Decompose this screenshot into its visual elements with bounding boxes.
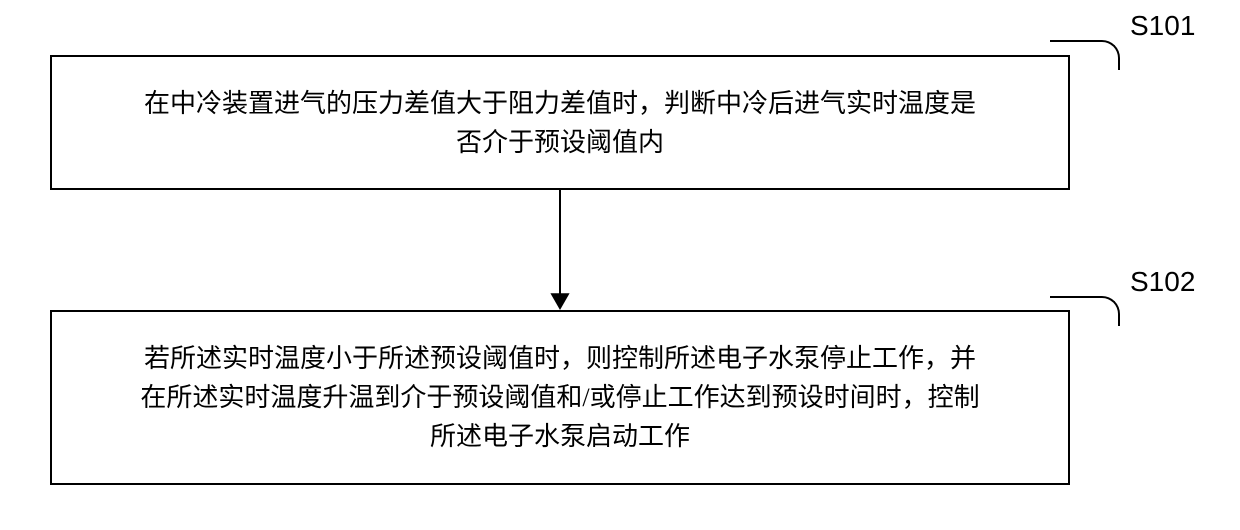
- flowchart-node-s101: 在中冷装置进气的压力差值大于阻力差值时，判断中冷后进气实时温度是 否介于预设阈值…: [50, 55, 1070, 190]
- flowchart-node-s101-text: 在中冷装置进气的压力差值大于阻力差值时，判断中冷后进气实时温度是 否介于预设阈值…: [144, 84, 976, 162]
- flowchart-canvas: 在中冷装置进气的压力差值大于阻力差值时，判断中冷后进气实时温度是 否介于预设阈值…: [0, 0, 1240, 530]
- flowchart-node-s102-text: 若所述实时温度小于所述预设阈值时，则控制所述电子水泵停止工作，并 在所述实时温度…: [140, 339, 979, 456]
- leader-line-s102: [1050, 296, 1120, 326]
- flowchart-node-s102: 若所述实时温度小于所述预设阈值时，则控制所述电子水泵停止工作，并 在所述实时温度…: [50, 310, 1070, 485]
- step-label-s101: S101: [1130, 10, 1195, 42]
- flow-arrow-n1-n2: [548, 190, 572, 310]
- step-label-s102: S102: [1130, 266, 1195, 298]
- leader-line-s101: [1050, 40, 1120, 70]
